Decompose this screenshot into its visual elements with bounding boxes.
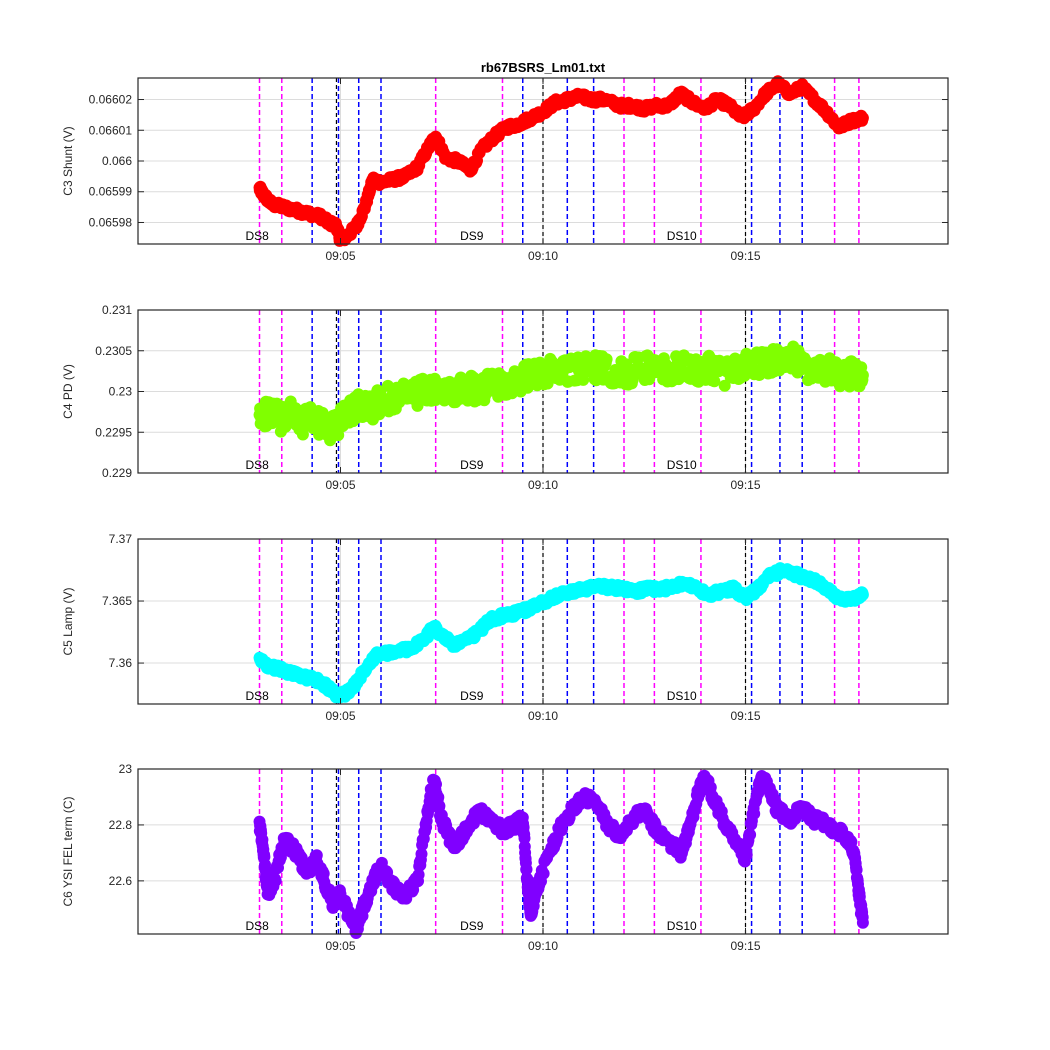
y-tick-label: 7.365 — [102, 594, 132, 608]
x-tick-label: 09:15 — [730, 709, 760, 723]
segment-annotation: DS10 — [667, 919, 697, 933]
data-series — [253, 340, 869, 447]
y-tick-label: 0.2305 — [95, 344, 132, 358]
segment-annotation: DS10 — [667, 458, 697, 472]
segment-annotation: DS9 — [460, 458, 484, 472]
segment-annotation: DS10 — [667, 689, 697, 703]
data-point — [537, 867, 550, 880]
x-tick-label: 09:10 — [528, 939, 558, 953]
x-tick-label: 09:15 — [730, 478, 760, 492]
segment-annotation: DS8 — [246, 458, 270, 472]
y-tick-label: 0.23 — [109, 385, 133, 399]
x-tick-label: 09:10 — [528, 478, 558, 492]
y-tick-label: 23 — [119, 762, 133, 776]
segment-annotation: DS9 — [460, 229, 484, 243]
data-series — [253, 75, 869, 247]
data-point — [748, 807, 761, 820]
chart-panel-2: 0.229 0.2295 0.23 0.2305 0.231 09:05 09:10 09:1… — [61, 303, 949, 492]
segment-annotation: DS9 — [460, 689, 484, 703]
x-tick-label: 09:05 — [325, 478, 355, 492]
segment-annotation: DS9 — [460, 919, 484, 933]
x-tick-label: 09:10 — [528, 249, 558, 263]
y-tick-label: 0.06602 — [89, 93, 133, 107]
data-point — [432, 791, 445, 804]
data-point — [856, 369, 869, 382]
y-tick-label: 22.6 — [109, 874, 133, 888]
y-tick-label: 0.06601 — [89, 123, 133, 137]
data-series — [253, 769, 869, 939]
y-tick-label: 0.231 — [102, 303, 132, 317]
data-point — [412, 868, 425, 881]
y-tick-label: 0.229 — [102, 466, 132, 480]
data-point — [718, 379, 731, 392]
y-tick-label: 0.2295 — [95, 425, 132, 439]
segment-annotation: DS8 — [246, 919, 270, 933]
data-series — [253, 562, 869, 704]
data-point — [856, 588, 869, 601]
data-point — [296, 428, 309, 441]
data-point — [856, 112, 869, 124]
x-tick-label: 09:15 — [730, 939, 760, 953]
data-point — [856, 916, 869, 929]
data-point — [433, 800, 446, 812]
x-tick-label: 09:05 — [325, 709, 355, 723]
y-axis-label: C6 YSI FEL term (C) — [61, 796, 75, 906]
y-axis-label: C5 Lamp (V) — [61, 587, 75, 655]
y-tick-label: 7.36 — [109, 656, 133, 670]
data-point — [520, 863, 533, 876]
chart-panel-3: 7.36 7.365 7.37 09:05 09:10 09:15 DS8 DS9 DS10 C5… — [61, 532, 949, 723]
x-tick-label: 09:05 — [325, 939, 355, 953]
y-tick-label: 0.066 — [102, 154, 132, 168]
data-point — [600, 353, 613, 366]
data-point — [708, 375, 721, 388]
data-point — [415, 848, 428, 860]
y-axis-label: C3 Shunt (V) — [61, 126, 75, 195]
chart-panel-4: 22.6 22.8 23 09:05 09:10 09:15 DS8 DS9 DS10 C6 YS… — [61, 762, 949, 953]
data-point — [430, 778, 442, 791]
data-point — [317, 867, 330, 880]
data-point — [269, 874, 282, 887]
y-tick-label: 7.37 — [109, 532, 133, 546]
segment-annotation: DS8 — [246, 689, 270, 703]
data-point — [744, 828, 757, 841]
y-tick-label: 0.06599 — [89, 185, 133, 199]
segment-annotation: DS10 — [667, 229, 697, 243]
chart-title: rb67BSRS_Lm01.txt — [481, 60, 606, 75]
data-point — [740, 849, 753, 861]
y-tick-label: 0.06598 — [89, 215, 133, 229]
segment-annotation: DS8 — [246, 229, 270, 243]
y-tick-label: 22.8 — [109, 818, 133, 832]
x-tick-label: 09:15 — [730, 249, 760, 263]
chart-panel-1: 0.06598 0.06599 0.066 0.06601 0.06602 09:05 09… — [61, 60, 949, 263]
x-tick-label: 09:05 — [325, 249, 355, 263]
x-tick-label: 09:10 — [528, 709, 558, 723]
y-axis-label: C4 PD (V) — [61, 364, 75, 419]
